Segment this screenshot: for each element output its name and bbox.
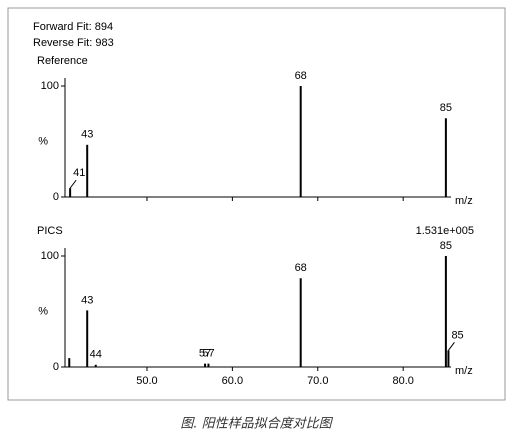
peak-label: 43 bbox=[81, 129, 93, 141]
label-leader bbox=[448, 342, 455, 351]
peak-label: 85 bbox=[440, 102, 452, 114]
y-tick-label: 0 bbox=[53, 191, 59, 203]
y-tick-label: 100 bbox=[41, 250, 59, 262]
peak-label: 57 bbox=[202, 348, 214, 360]
caption: 图. 阳性样品拟合度对比图 bbox=[180, 417, 333, 432]
y-axis-label: % bbox=[38, 305, 48, 317]
y-tick-label: 100 bbox=[41, 80, 59, 92]
frame bbox=[7, 7, 506, 401]
x-axis-label: m/z bbox=[455, 195, 473, 207]
y-axis-label: % bbox=[38, 135, 48, 147]
scale-label: 1.531e+005 bbox=[416, 225, 474, 237]
peak-label: 44 bbox=[90, 349, 102, 361]
peak-label: 57 bbox=[199, 348, 211, 360]
peak-label: 41 bbox=[73, 167, 85, 179]
annotation: Forward Fit: 894 bbox=[33, 21, 113, 33]
panel-title: PICS bbox=[37, 225, 63, 237]
x-tick-label: 60.0 bbox=[222, 375, 243, 387]
peak-label: 85 bbox=[451, 329, 463, 341]
label-leader bbox=[69, 179, 77, 189]
x-axis-label: m/z bbox=[455, 365, 473, 377]
peak-label: 68 bbox=[295, 70, 307, 82]
peak-label: 68 bbox=[295, 262, 307, 274]
x-tick-label: 70.0 bbox=[307, 375, 328, 387]
annotation: Reverse Fit: 983 bbox=[33, 37, 114, 49]
peak-label: 43 bbox=[81, 294, 93, 306]
x-tick-label: 80.0 bbox=[392, 375, 413, 387]
peak-label: 85 bbox=[440, 240, 452, 252]
y-tick-label: 0 bbox=[53, 361, 59, 373]
panel-title: Reference bbox=[37, 55, 88, 67]
x-tick-label: 50.0 bbox=[136, 375, 157, 387]
